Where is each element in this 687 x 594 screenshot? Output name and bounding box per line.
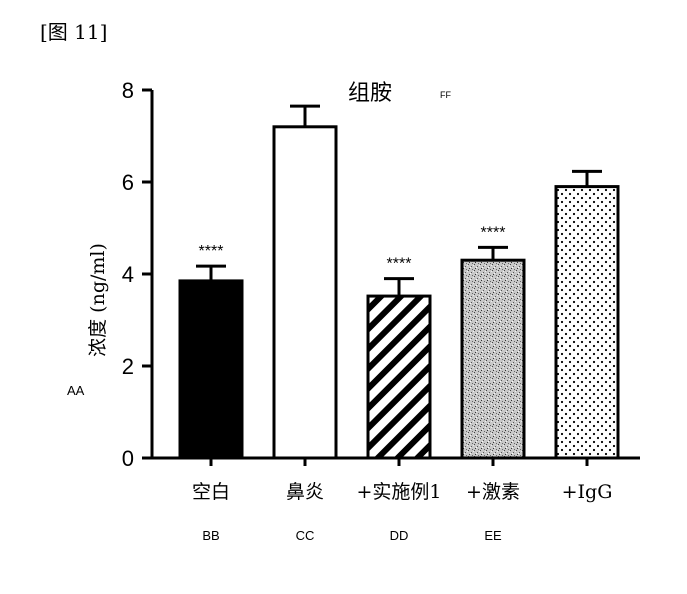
category-code: BB: [202, 528, 219, 543]
category-code: CC: [296, 528, 315, 543]
category-label: +激素: [466, 481, 520, 503]
bar-3: [366, 294, 432, 460]
y-axis-label: 浓度 (ng/ml): [87, 243, 109, 357]
significance-label: ****: [199, 243, 224, 260]
bar-5: [554, 185, 620, 460]
y-tick-label: 8: [122, 78, 134, 103]
category-label: +实施例1: [356, 481, 441, 503]
bar-2: [272, 125, 338, 460]
bar-4: [460, 258, 526, 460]
y-axis-label-code: AA: [67, 383, 85, 398]
y-tick-label: 0: [122, 446, 134, 471]
chart-title-code: FF: [440, 90, 451, 100]
bar-1: [178, 279, 244, 460]
category-labels: 空白 鼻炎 +实施例1 +激素 +IgG: [192, 481, 612, 503]
y-tick-label: 6: [122, 170, 134, 195]
category-code: EE: [484, 528, 502, 543]
category-code: DD: [390, 528, 409, 543]
category-codes: BB CC DD EE: [202, 528, 502, 543]
category-label: 空白: [192, 481, 230, 503]
error-bars: [196, 104, 602, 297]
chart-title: 组胺: [348, 81, 392, 106]
y-tick-label: 4: [122, 262, 134, 287]
bars: [178, 125, 620, 460]
significance-label: ****: [481, 224, 506, 241]
y-ticks: 0 2 4 6 8: [122, 78, 152, 471]
significance-label: ****: [387, 256, 412, 273]
figure-label: [图 11]: [40, 20, 108, 44]
significance-labels: **** **** ****: [199, 224, 506, 272]
category-label: +IgG: [562, 481, 613, 503]
y-tick-label: 2: [122, 354, 134, 379]
category-label: 鼻炎: [286, 481, 324, 503]
